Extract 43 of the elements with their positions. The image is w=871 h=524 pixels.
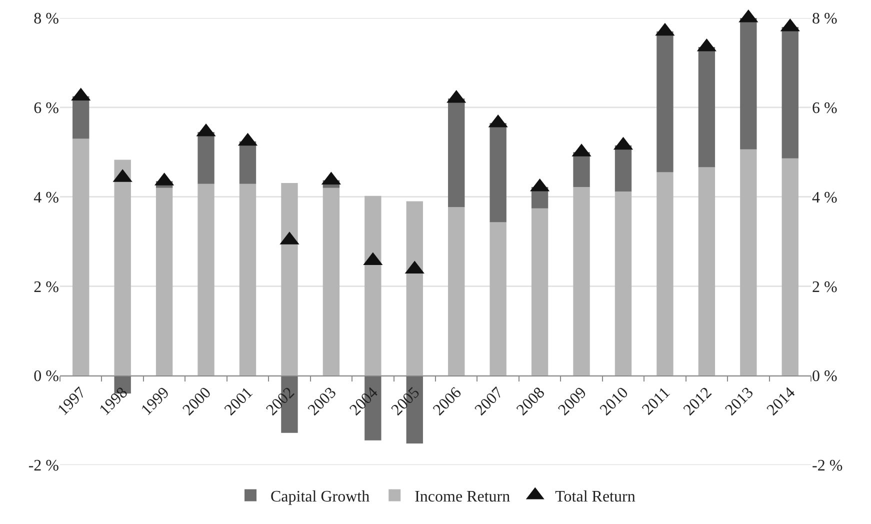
y-tick-label: 2 % xyxy=(34,278,59,296)
bar xyxy=(531,208,548,376)
y2-tick-label: 6 % xyxy=(812,100,838,117)
bar xyxy=(198,184,214,376)
bar xyxy=(239,184,256,376)
bar xyxy=(698,47,716,168)
bar xyxy=(782,26,798,158)
bar xyxy=(656,172,674,376)
legend-label: Income Return xyxy=(414,488,510,506)
bar xyxy=(239,141,256,184)
bar xyxy=(740,149,757,376)
bar xyxy=(322,188,340,376)
y2-tick-label: 2 % xyxy=(812,278,838,296)
bar xyxy=(281,182,298,376)
bar xyxy=(656,31,674,172)
bar xyxy=(614,145,632,192)
y-tick-label: 0 % xyxy=(34,368,59,386)
legend-label: Total Return xyxy=(555,488,636,506)
y-tick-label: 8 % xyxy=(34,10,59,28)
bar xyxy=(490,222,506,376)
y-tick-label: 6 % xyxy=(34,100,59,117)
x-tick-label: 2011 xyxy=(639,384,674,418)
legend-label: Capital Growth xyxy=(270,488,370,506)
y-tick-label: -2 % xyxy=(28,458,59,475)
bar xyxy=(573,186,590,376)
bar xyxy=(72,138,90,376)
y-tick-label: 4 % xyxy=(34,189,59,206)
bar xyxy=(782,158,798,376)
bar xyxy=(364,196,382,376)
y2-tick-label: 8 % xyxy=(812,10,838,28)
y2-tick-label: 0 % xyxy=(812,368,838,386)
bar xyxy=(698,167,716,376)
bar xyxy=(198,132,214,184)
bar xyxy=(740,18,757,150)
bar xyxy=(490,123,506,222)
bar xyxy=(406,201,423,376)
bar xyxy=(156,188,173,376)
bar xyxy=(448,98,465,208)
bar xyxy=(614,191,632,376)
y2-tick-label: -2 % xyxy=(812,458,843,475)
bar xyxy=(448,207,465,376)
y2-tick-label: 4 % xyxy=(812,189,838,206)
bar xyxy=(114,160,131,376)
